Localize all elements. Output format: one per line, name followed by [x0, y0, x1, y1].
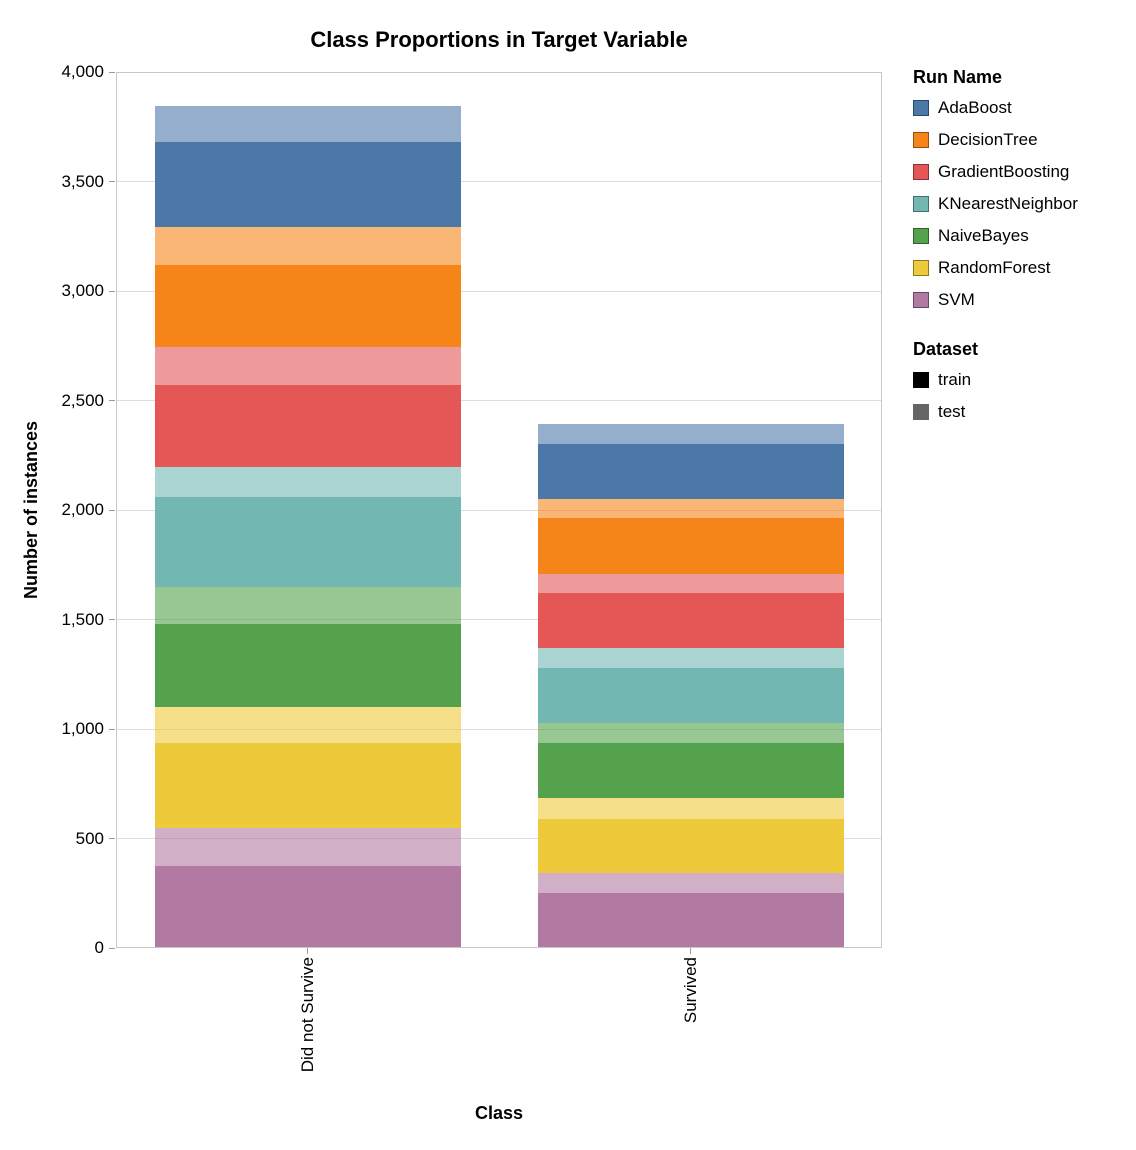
y-axis-tick-label: 0 [94, 938, 104, 957]
x-axis-category-label: Survived [680, 957, 700, 1024]
bar-segment [537, 444, 844, 499]
legend-color-swatch [913, 164, 929, 180]
legend-runs-group: AdaBoost DecisionTree GradientBoosting KNea… [913, 98, 1078, 310]
legend-item-label: SVM [938, 290, 975, 309]
bar-segment [154, 106, 461, 143]
bar-segment [154, 743, 461, 828]
legend-group-gap [913, 322, 1078, 338]
legend-item-run-decisiontree: DecisionTree [913, 130, 1078, 150]
bar-segment [537, 593, 844, 649]
y-axis-tick [109, 619, 115, 620]
y-axis-tick [109, 290, 115, 292]
legend-item-label: train [938, 370, 972, 389]
legend-item-label: RandomForest [938, 258, 1051, 277]
x-axis-tick [690, 948, 691, 954]
plot-area [116, 71, 882, 948]
chart-title: Class Proportions in Target Variable [310, 27, 688, 52]
bar-segment [154, 496, 461, 588]
y-axis-tick-label: 500 [75, 828, 104, 848]
legend-run-name-header: Run Name [913, 67, 1003, 87]
legend-color-swatch [913, 292, 929, 308]
bar-segment [154, 623, 461, 708]
gridline [116, 838, 882, 839]
y-axis-tick [109, 728, 115, 730]
bar-segment [154, 587, 461, 624]
bar-segment [537, 893, 844, 948]
legend-color-swatch [913, 196, 929, 212]
legend-item-run-svm: SVM [913, 290, 1078, 310]
y-axis-tick-label: 1,000 [61, 719, 104, 738]
bar-segment [537, 723, 844, 744]
bar-segment [154, 264, 461, 347]
y-axis-tick [109, 838, 115, 839]
bar-segment [154, 385, 461, 468]
bar-segment [537, 498, 844, 518]
legend-datasets-group: train test [913, 370, 1078, 422]
legend-item-label: test [938, 402, 966, 421]
gridline [116, 400, 882, 401]
legend-item-run-gradientboosting: GradientBoosting [913, 162, 1078, 182]
y-axis-tick [109, 509, 115, 511]
legend: Run Name AdaBoost DecisionTree GradientBoo… [913, 66, 1078, 434]
legend-color-swatch [913, 228, 929, 244]
legend-item-dataset-test: test [913, 402, 1078, 422]
y-axis-tick [109, 181, 115, 182]
y-axis-tick-label: 2,500 [61, 390, 104, 410]
bar-segment [537, 818, 844, 874]
legend-item-label: DecisionTree [938, 130, 1038, 149]
legend-item-run-knearestneighbor: KNearestNeighbor [913, 194, 1078, 214]
legend-item-label: GradientBoosting [938, 162, 1070, 181]
gridline [116, 509, 882, 511]
bar-segment [154, 346, 461, 386]
y-axis-tick-label: 3,000 [61, 281, 104, 300]
bar-segment [537, 423, 844, 445]
legend-item-dataset-train: train [913, 370, 1078, 390]
bar-segment [154, 226, 461, 265]
y-axis-tick-label: 2,000 [61, 500, 104, 519]
y-axis-tick-label: 1,500 [61, 609, 104, 629]
legend-color-swatch [913, 132, 929, 148]
y-axis-tick [109, 947, 115, 949]
legend-item-label: NaiveBayes [938, 226, 1029, 245]
bar-segment [537, 873, 844, 894]
legend-item-label: KNearestNeighbor [938, 194, 1078, 213]
gridline [116, 728, 882, 730]
legend-dataset-header: Dataset [913, 339, 979, 359]
gridline [116, 71, 882, 73]
bar-segment [537, 517, 844, 574]
gridline [116, 619, 882, 620]
legend-opacity-swatch [913, 372, 929, 388]
x-axis-category-label: Did not Survive [297, 957, 317, 1073]
y-axis-tick [109, 71, 115, 73]
y-axis-tick [109, 400, 115, 401]
bar-segment [537, 648, 844, 668]
legend-color-swatch [913, 100, 929, 116]
legend-item-label: AdaBoost [938, 98, 1012, 117]
gridline [116, 181, 882, 182]
bar-segment [537, 743, 844, 799]
bar-segment [154, 142, 461, 227]
y-axis-tick-label: 4,000 [61, 62, 104, 81]
legend-item-run-randomforest: RandomForest [913, 258, 1078, 278]
legend-item-run-adaboost: AdaBoost [913, 98, 1078, 118]
legend-opacity-swatch [913, 404, 929, 420]
bar-segment [537, 573, 844, 594]
bar-segment [154, 827, 461, 866]
y-axis-tick-label: 3,500 [61, 171, 104, 191]
x-axis-title: Class [474, 1103, 524, 1123]
legend-color-swatch [913, 260, 929, 276]
bar-segment [154, 865, 461, 948]
gridline [116, 290, 882, 292]
bar-segment [537, 667, 844, 724]
bar-segment [154, 707, 461, 744]
x-axis-tick [307, 948, 308, 954]
bar-segment [537, 798, 844, 819]
bar-segment [154, 467, 461, 497]
legend-item-run-naivebayes: NaiveBayes [913, 226, 1078, 246]
